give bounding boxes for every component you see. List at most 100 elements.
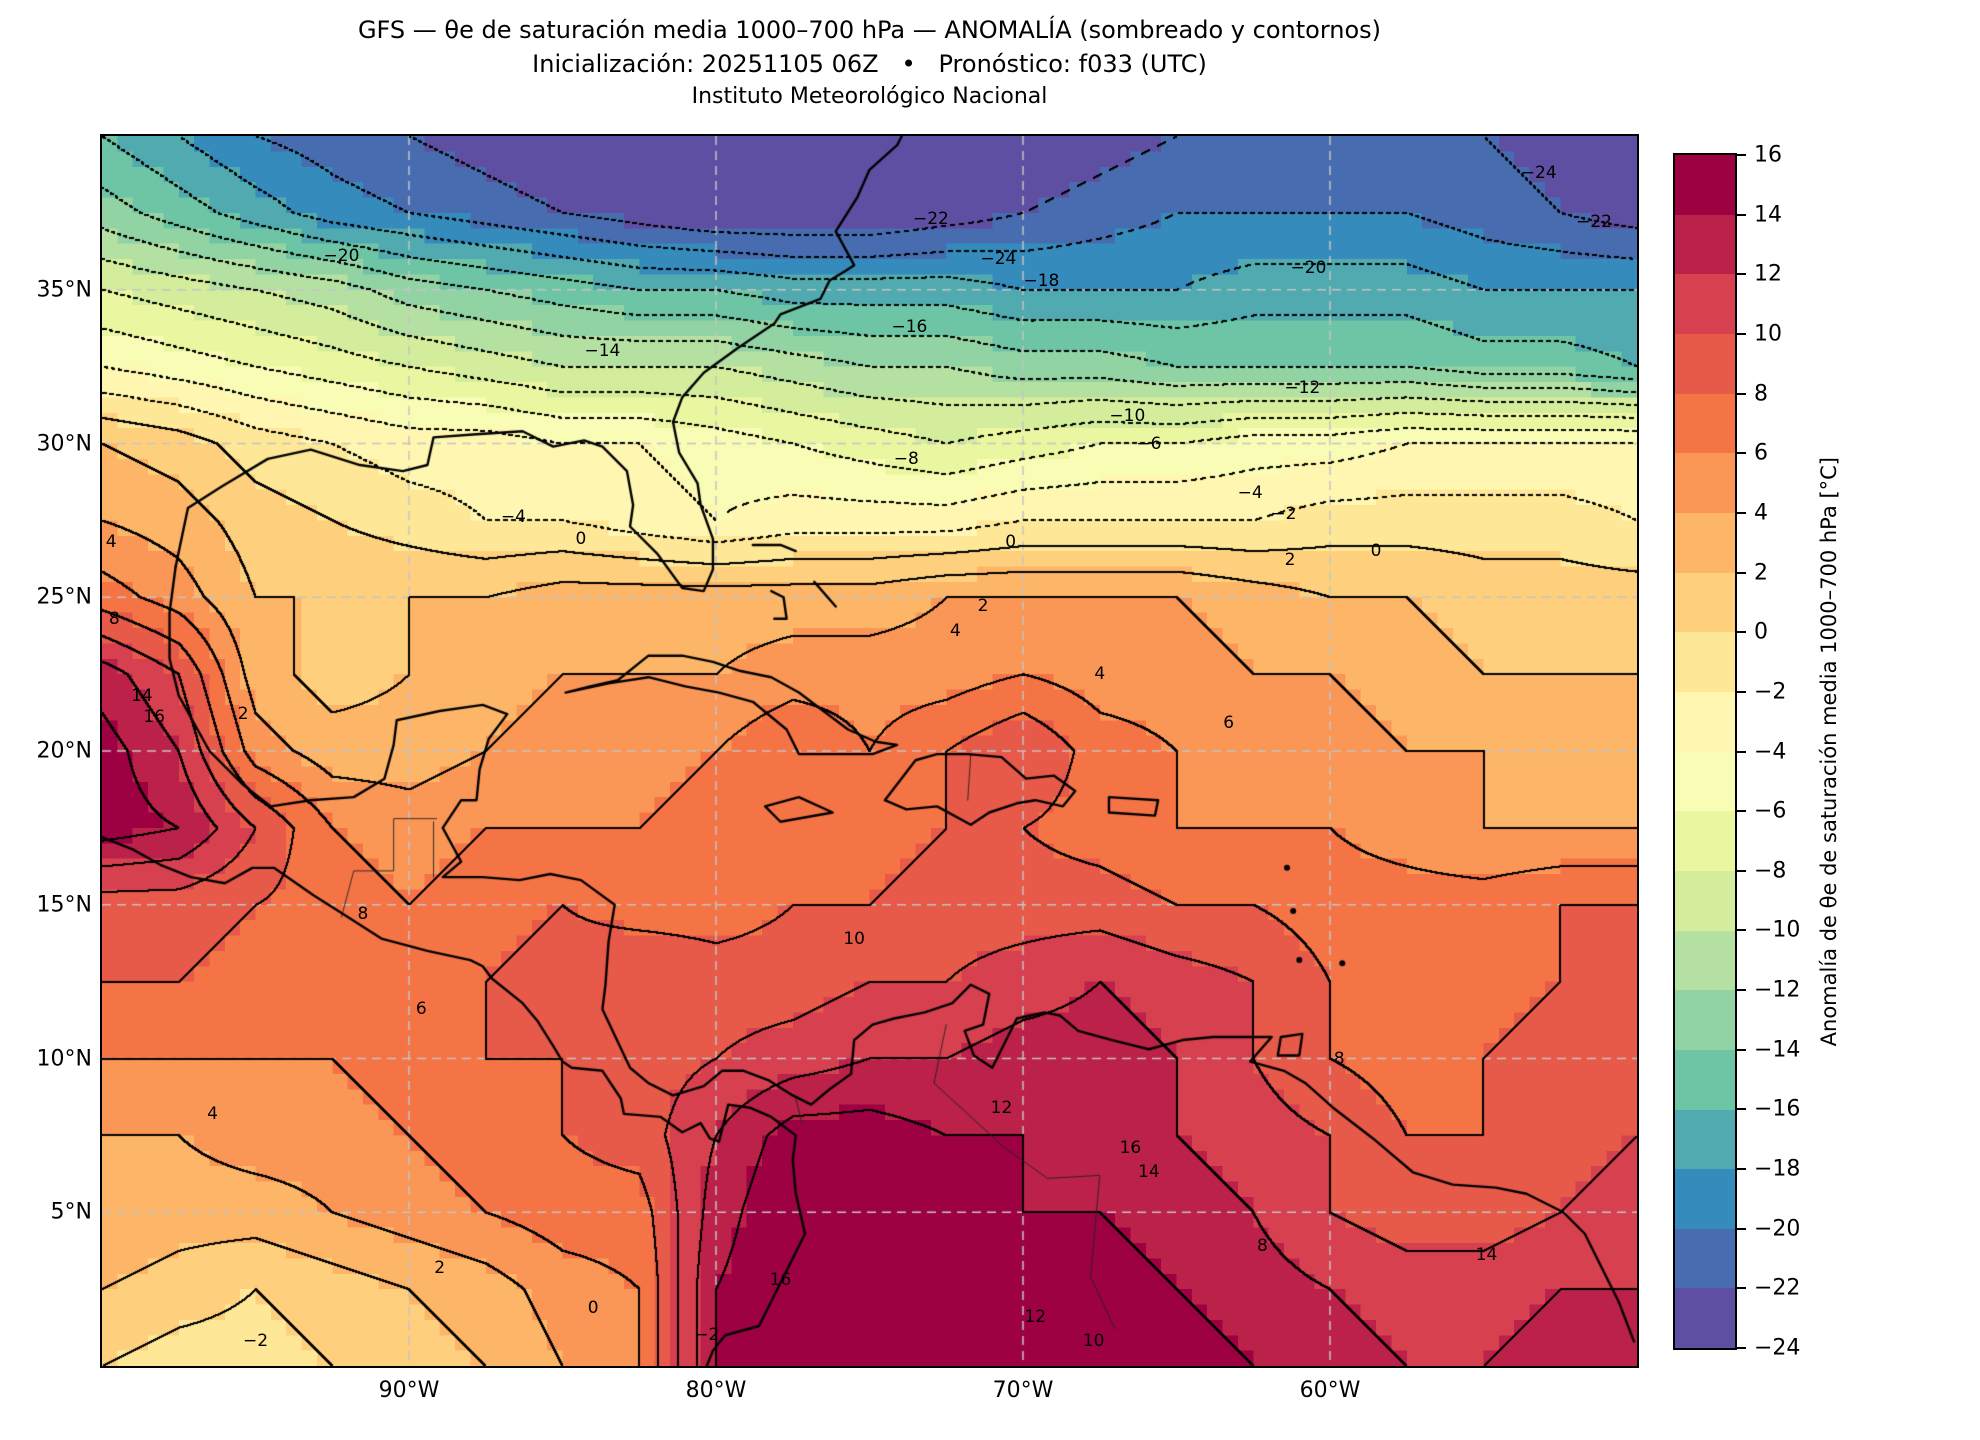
colorbar-tick-label: 8 [1754,381,1768,407]
chart-subtitle: Inicialización: 20251105 06Z • Pronóstic… [532,50,1207,78]
contour-label: 12 [990,1097,1013,1118]
colorbar-band [1675,1228,1735,1289]
chart-title: GFS — θe de saturación media 1000–700 hP… [357,16,1382,44]
colorbar-tick [1737,452,1746,455]
colorbar-tick [1737,631,1746,634]
colorbar-band [1675,930,1735,991]
colorbar-tick-label: 12 [1754,261,1782,287]
contour-label: 16 [769,1269,792,1290]
contour-label: 6 [415,999,427,1020]
contour-label: 16 [143,707,166,728]
colorbar-tick [1737,690,1746,693]
contour-label: 4 [207,1103,218,1124]
colorbar-tick-label: 10 [1754,321,1782,347]
contour-label: 14 [1475,1245,1498,1266]
colorbar-tick [1737,1048,1746,1051]
colorbar-band [1675,1169,1735,1229]
contour-label: 2 [237,704,249,725]
y-tick-label: 5°N [50,1199,92,1225]
contour-label: 14 [131,685,153,706]
colorbar-tick [1737,929,1746,932]
colorbar-tick-label: 14 [1754,202,1782,228]
colorbar-label-wrap: Anomalía de θe de saturación media 1000–… [1806,155,1852,1348]
colorbar-tick [1737,332,1746,335]
contour-label: −2 [694,1325,720,1346]
contour-label: 10 [1082,1331,1105,1352]
colorbar-band [1675,512,1735,573]
colorbar-tick [1737,511,1746,514]
colorbar-band [1675,870,1735,931]
contour-label: −14 [584,341,621,362]
colorbar-tick [1737,571,1746,574]
contour-label: 8 [1257,1236,1268,1257]
y-tick-label: 10°N [36,1046,92,1071]
contour-label: 0 [1005,531,1017,552]
contour-label: −4 [500,507,526,528]
colorbar-band [1675,691,1735,752]
contour-label: 2 [434,1257,446,1278]
colorbar-band [1675,155,1735,215]
colorbar-tick-label: −8 [1754,858,1787,884]
contour-label: 8 [1333,1048,1345,1069]
contour-label: −22 [1576,212,1612,233]
colorbar-tick-label: −14 [1754,1037,1801,1063]
contour-label: 10 [843,928,865,949]
y-tick-label: 30°N [36,431,92,456]
colorbar-band [1675,1288,1735,1349]
contour-label: −16 [891,316,928,337]
contour-label: 8 [108,608,120,629]
contour-label: 4 [1094,664,1106,685]
contour-label: 2 [1284,550,1296,571]
contour-label: −2 [242,1331,269,1352]
colorbar-tick [1737,154,1746,156]
contour-label: −12 [1284,378,1321,399]
y-tick-label: 25°N [36,584,92,610]
colorbar-tick-label: −16 [1754,1096,1801,1122]
contour-label: 8 [357,903,369,924]
contour-label: 0 [587,1297,599,1318]
contour-label: 14 [1138,1162,1160,1183]
colorbar-band [1675,632,1735,692]
colorbar-tick-label: −12 [1754,977,1801,1003]
colorbar-tick [1737,810,1746,813]
contour-label: −20 [323,245,360,266]
colorbar-band [1675,393,1735,454]
contour-label: 2 [977,596,989,617]
colorbar-tick-label: 2 [1754,560,1768,586]
x-tick-label: 60°W [1299,1378,1361,1403]
contour-label: −20 [1290,258,1327,279]
colorbar-tick-label: −20 [1754,1216,1801,1242]
contour-label: −22 [912,209,949,230]
contour-label: 6 [1223,713,1235,734]
contour-label: 0 [575,528,587,549]
colorbar-tick-label: −18 [1754,1156,1801,1182]
colorbar-band [1675,1049,1735,1110]
colorbar-tick [1737,1227,1746,1230]
colorbar-tick-label: −22 [1754,1275,1801,1301]
colorbar-tick-label: −2 [1754,679,1787,705]
colorbar [1675,155,1735,1349]
contour-label: −10 [1109,405,1146,426]
colorbar-tick-label: 4 [1754,500,1768,526]
x-tick-label: 70°W [992,1378,1054,1403]
x-tick-label: 90°W [378,1378,440,1403]
colorbar-tick-label: −4 [1754,739,1787,764]
contour-label: 4 [105,531,117,552]
contour-label: −8 [893,448,919,469]
y-tick-label: 35°N [36,277,92,303]
contour-label: −18 [1023,270,1060,291]
colorbar-tick [1737,1347,1746,1349]
colorbar-tick-label: −10 [1754,917,1801,943]
contour-label: 0 [1370,541,1382,562]
contour-label: 16 [1119,1137,1142,1158]
colorbar-band [1675,811,1735,871]
chart-institution: Instituto Meteorológico Nacional [691,84,1048,109]
colorbar-tick [1737,750,1746,753]
contour-label: 4 [950,621,961,642]
colorbar-tick-label: 6 [1754,440,1768,466]
contour-label: −6 [1136,433,1162,454]
colorbar-tick [1737,213,1746,216]
colorbar-tick [1737,392,1746,395]
colorbar-label: Anomalía de θe de saturación media 1000–… [1817,456,1841,1047]
